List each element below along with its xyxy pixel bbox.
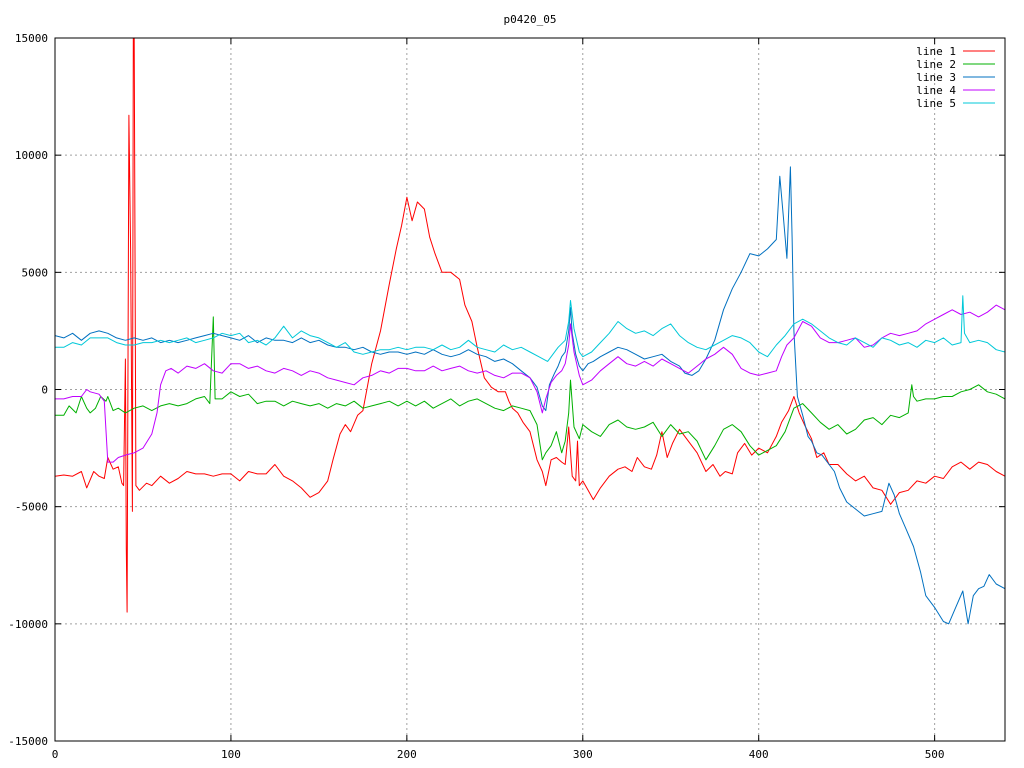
series-line-2: [55, 316, 1005, 461]
x-tick-label: 0: [52, 748, 59, 761]
legend-label: line 4: [916, 84, 956, 97]
series-line-4: [55, 304, 1005, 463]
y-tick-label: -5000: [15, 501, 48, 514]
x-tick-label: 100: [221, 748, 241, 761]
y-tick-label: -10000: [8, 618, 48, 631]
series-line-1: [55, 38, 1005, 613]
axis-ticks: 0 100 200 300 400 500 -15000 -10000 -5000 0 5000 10…: [8, 32, 1005, 761]
y-tick-label: 0: [41, 384, 48, 397]
y-tick-label: 10000: [15, 149, 48, 162]
x-tick-label: 400: [749, 748, 769, 761]
legend-label: line 1: [916, 45, 956, 58]
y-tick-label: -15000: [8, 735, 48, 748]
series-line-3: [55, 166, 1005, 625]
x-tick-label: 500: [925, 748, 945, 761]
legend-label: line 5: [916, 97, 956, 110]
series-lines: [55, 38, 1005, 625]
y-tick-label: 5000: [22, 266, 49, 279]
legend-label: line 3: [916, 71, 956, 84]
x-tick-label: 300: [573, 748, 593, 761]
chart-title: p0420_05: [504, 13, 557, 26]
x-tick-label: 200: [397, 748, 417, 761]
legend-label: line 2: [916, 58, 956, 71]
grid-lines: [55, 38, 1005, 741]
y-tick-label: 15000: [15, 32, 48, 45]
series-line-5: [55, 295, 1005, 362]
